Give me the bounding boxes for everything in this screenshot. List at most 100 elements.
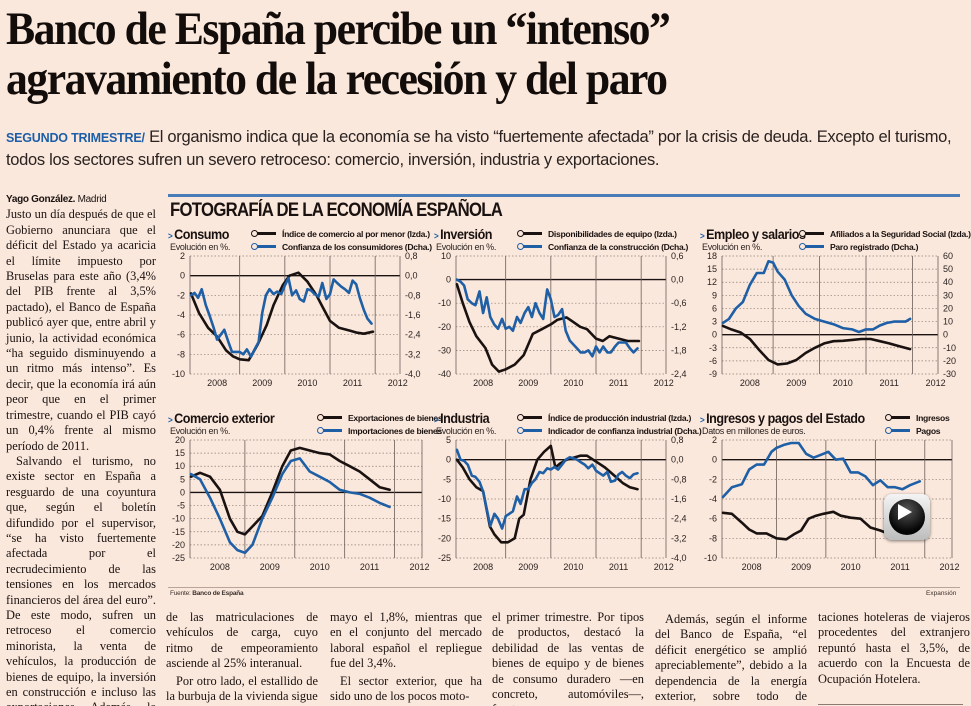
chart-panel-ingresos-y-pagos-del-estado: > Ingresos y pagos del Estado Datos en mil… xyxy=(700,410,962,590)
x-tick-label: 2011 xyxy=(890,562,909,572)
article-column-5: Además, según el informe del Banco de Es… xyxy=(655,610,807,706)
y-tick-label-left: -15 xyxy=(438,514,451,524)
legend-swatch xyxy=(251,230,276,237)
y-tick-label-left: 15 xyxy=(175,448,185,458)
y-tick-label-right: 50 xyxy=(943,264,953,274)
x-tick-label: 2009 xyxy=(786,378,806,388)
article-column-4: el primer trimestre. Por tipos de produc… xyxy=(492,610,644,706)
legend-swatch xyxy=(885,427,910,434)
y-tick-label-left: -10 xyxy=(172,369,185,379)
chart-title: > Comercio exterior xyxy=(168,410,275,426)
y-tick-label-left: -4 xyxy=(177,310,185,320)
legend-entry: Confianza de la construcción (Dcha.) xyxy=(517,240,688,253)
y-tick-label-right: 20 xyxy=(943,303,953,313)
y-tick-label-right: 30 xyxy=(943,290,953,300)
chart-subtitle: Datos en millones de euros. xyxy=(702,426,806,436)
legend-entry: Importaciones de bienes xyxy=(317,424,442,437)
chart-panel-consumo: > Consumo Evolución en %. Índice de comerci… xyxy=(168,226,432,406)
y-tick-label-right: 0,0 xyxy=(671,275,684,285)
series-line-blue xyxy=(455,448,639,530)
x-tick-label: 2012 xyxy=(926,378,946,388)
y-tick-label-left: 6 xyxy=(712,303,717,313)
series-line-black xyxy=(721,324,912,366)
chart-title: > Inversión xyxy=(434,226,493,242)
chart-legend: Índice de comercio al por menor (Izda.) C… xyxy=(251,227,432,253)
chart-title-text: Comercio exterior xyxy=(174,410,275,426)
y-tick-label-left: 2 xyxy=(180,251,185,261)
article-column-1: Yago González. Madrid Justo un día despu… xyxy=(6,192,156,706)
x-tick-label: 2010 xyxy=(841,562,861,572)
x-tick-label: 2009 xyxy=(518,562,538,572)
headline-line-1: Banco de España percibe un “intenso” xyxy=(6,3,671,55)
legend-entry: Paro registrado (Dcha.) xyxy=(799,240,971,253)
x-tick-label: 2011 xyxy=(360,562,379,572)
chart-subtitle: Evolución en %. xyxy=(436,426,497,436)
x-tick-label: 2011 xyxy=(609,378,628,388)
chart-plot: 20-2-4-6-8-100,80,0-0,8-1,6-2,4-3,2-4,02… xyxy=(172,251,421,388)
headline: Banco de España percibe un “intenso” agr… xyxy=(6,4,899,104)
y-tick-label-left: 10 xyxy=(175,461,185,471)
y-tick-label-left: 9 xyxy=(712,290,717,300)
x-tick-label: 2010 xyxy=(833,378,853,388)
legend-label: Confianza de los consumidores (Dcha.) xyxy=(282,241,432,252)
y-tick-label-left: -20 xyxy=(438,322,451,332)
x-tick-label: 2012 xyxy=(654,378,674,388)
paragraph: Justo un día después de que el Gobierno … xyxy=(6,207,156,453)
source-note: Fuente: Banco de España xyxy=(170,590,244,597)
chevron-right-icon: > xyxy=(434,231,439,241)
legend-swatch xyxy=(799,243,824,250)
y-tick-label-right: -2,4 xyxy=(671,514,687,524)
y-tick-label-left: -5 xyxy=(443,474,451,484)
series-line-black xyxy=(455,282,641,373)
chart-title: > Consumo xyxy=(168,226,229,242)
y-tick-label-right: -10 xyxy=(943,343,956,353)
chart-title-text: Consumo xyxy=(174,226,230,242)
y-tick-label-right: -0,6 xyxy=(671,298,687,308)
chart-legend: Afiliados a la Seguridad Social (Izda.) P… xyxy=(799,227,971,253)
paragraph: el primer trimestre. Por tipos de produc… xyxy=(492,610,644,706)
y-tick-label-left: -5 xyxy=(177,501,185,511)
chart-subtitle: Evolución en %. xyxy=(170,242,231,252)
kicker: SEGUNDO TRIMESTRE/ xyxy=(6,131,145,145)
y-tick-label-left: -25 xyxy=(438,553,451,563)
article-column-2: de las matriculaciones de vehículos de c… xyxy=(166,610,318,704)
legend-label: Índice de comercio al por menor (Izda.) xyxy=(282,228,430,239)
y-tick-label-left: 5 xyxy=(180,474,185,484)
series-line-blue xyxy=(189,457,391,555)
series-line-black xyxy=(721,510,922,541)
y-tick-label-right: -3,2 xyxy=(405,349,421,359)
y-tick-label-left: 5 xyxy=(446,435,451,445)
y-tick-label-right: 0,8 xyxy=(405,251,418,261)
y-tick-label-right: -4,0 xyxy=(405,369,421,379)
chart-subtitle: Evolución en %. xyxy=(436,242,497,252)
legend-entry: Ingresos xyxy=(885,411,950,424)
y-tick-label-left: -10 xyxy=(438,298,451,308)
graphic-title: FOTOGRAFÍA DE LA ECONOMÍA ESPAÑOLA xyxy=(170,200,503,221)
legend-swatch xyxy=(517,427,542,434)
chart-panel-industria: > Industria Evolución en %. Índice de produ… xyxy=(434,410,702,590)
y-tick-label-left: 0 xyxy=(446,275,451,285)
x-tick-label: 2012 xyxy=(388,378,408,388)
y-tick-label-left: 3 xyxy=(712,317,717,327)
paragraph: Además, según el informe del Banco de Es… xyxy=(655,612,807,706)
source-label: Fuente: xyxy=(170,590,193,597)
column-end-rule xyxy=(818,704,963,705)
y-tick-label-left: -25 xyxy=(172,553,185,563)
y-tick-label-left: -6 xyxy=(709,356,717,366)
y-tick-label-right: -30 xyxy=(943,369,956,379)
y-tick-label-left: -2 xyxy=(709,474,717,484)
y-tick-label-right: -1,6 xyxy=(671,494,687,504)
y-tick-label-left: 0 xyxy=(712,330,717,340)
x-tick-label: 2008 xyxy=(210,562,230,572)
video-play-button[interactable] xyxy=(884,494,930,540)
x-tick-label: 2010 xyxy=(563,378,583,388)
y-tick-label-right: 0,8 xyxy=(671,435,684,445)
x-tick-label: 2008 xyxy=(207,378,227,388)
legend-label: Disponibilidades de equipo (Izda.) xyxy=(548,228,677,239)
graphic-credit: Expansión xyxy=(926,590,957,597)
play-icon xyxy=(898,504,912,520)
legend-swatch xyxy=(251,243,276,250)
y-tick-label-left: 12 xyxy=(707,277,717,287)
legend-entry: Exportaciones de bienes xyxy=(317,411,443,424)
paragraph: Por otro lado, el estallido de la burbuj… xyxy=(166,673,318,704)
